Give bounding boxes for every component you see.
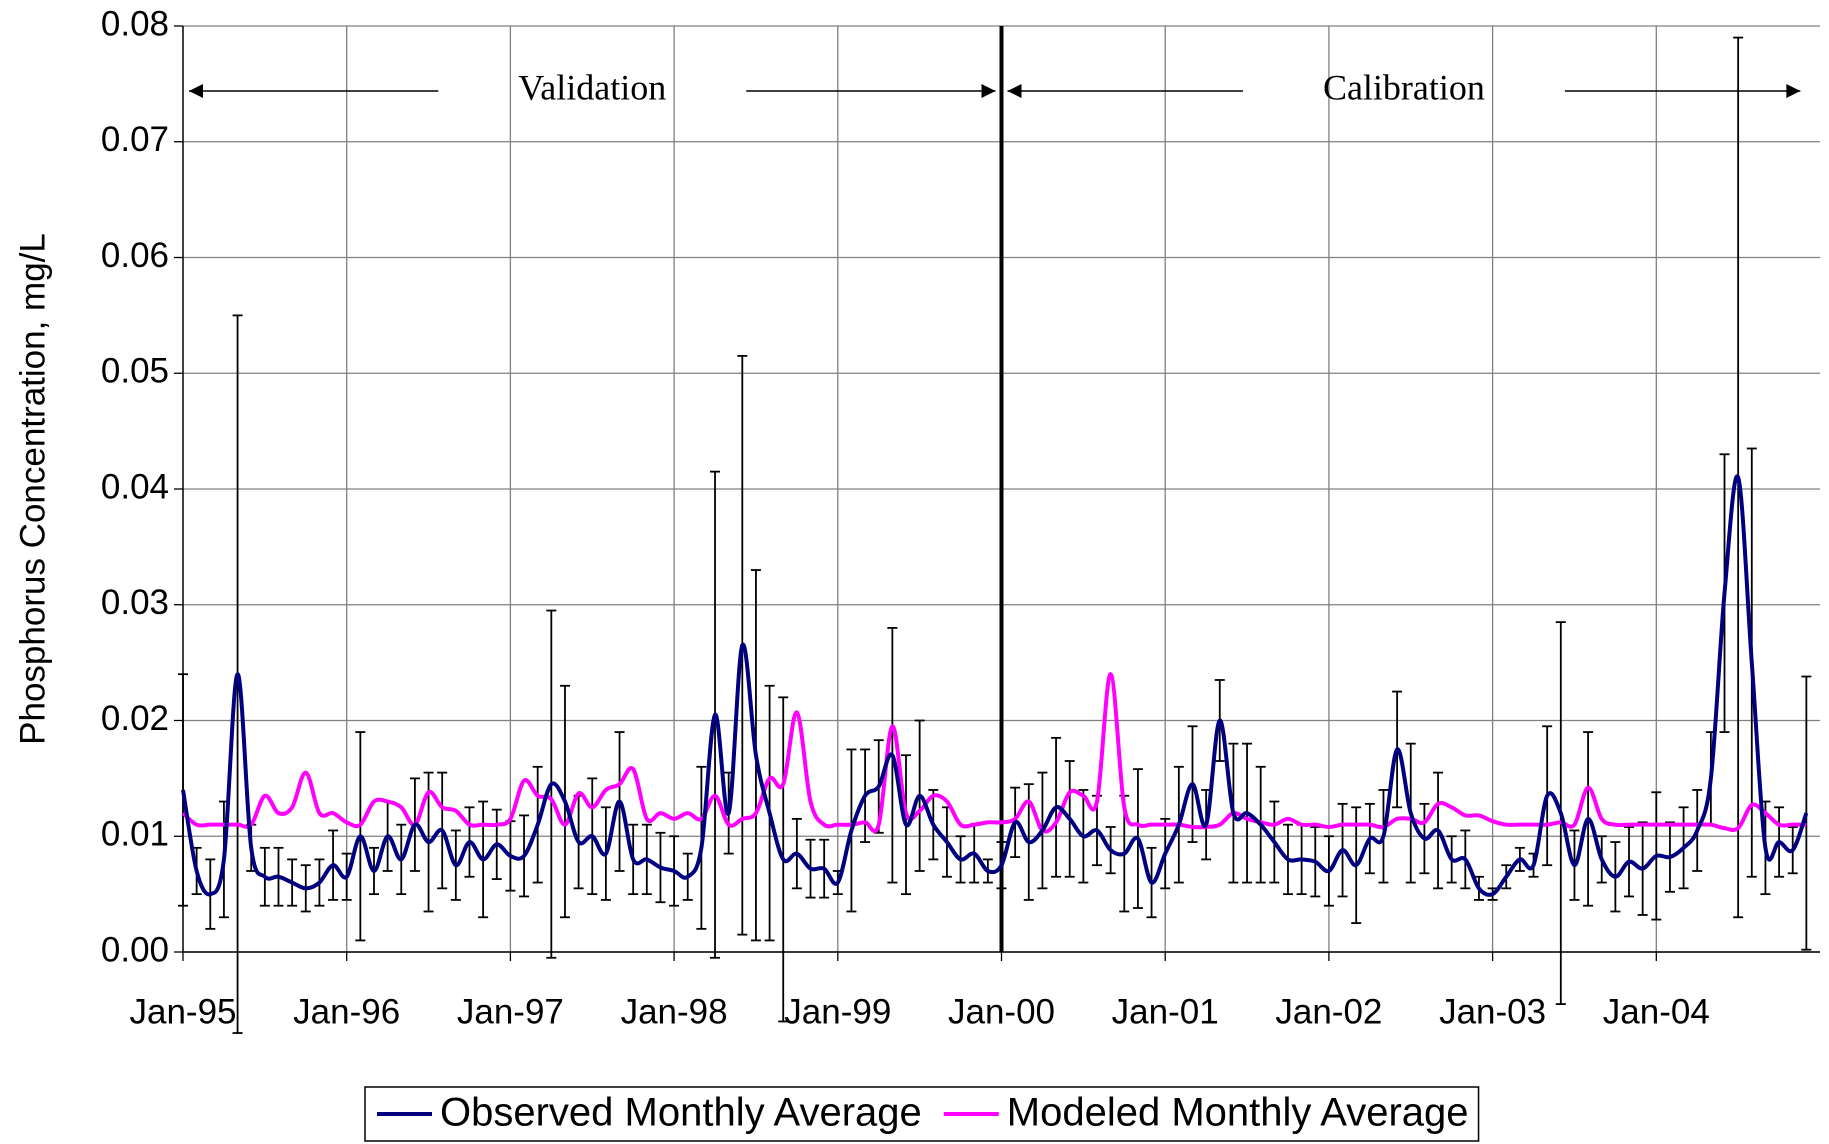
x-tick-label: Jan-01 — [1112, 992, 1219, 1031]
y-tick-label: 0.02 — [101, 699, 169, 738]
annotation-label: Calibration — [1323, 67, 1485, 107]
x-tick-label: Jan-95 — [129, 992, 236, 1031]
x-tick-label: Jan-03 — [1439, 992, 1546, 1031]
legend: Observed Monthly Average Modeled Monthly … — [364, 1086, 1480, 1142]
y-tick-label: 0.07 — [101, 120, 169, 159]
y-tick-label: 0.03 — [101, 583, 169, 622]
legend-box — [364, 1086, 1480, 1142]
series-line — [181, 474, 1809, 897]
x-tick-label: Jan-02 — [1275, 992, 1382, 1031]
y-tick-label: 0.01 — [101, 815, 169, 854]
series-line — [181, 672, 1807, 834]
y-tick-label: 0.05 — [101, 352, 169, 391]
y-tick-label: 0.04 — [101, 467, 169, 506]
legend-label: Modeled Monthly Average — [1007, 1091, 1469, 1135]
x-tick-label: Jan-99 — [784, 992, 891, 1031]
x-tick-label: Jan-96 — [293, 992, 400, 1031]
y-tick-label: 0.06 — [101, 236, 169, 275]
x-tick-label: Jan-04 — [1603, 992, 1710, 1031]
x-tick-label: Jan-00 — [948, 992, 1055, 1031]
legend-label: Observed Monthly Average — [440, 1091, 922, 1135]
x-tick-label: Jan-98 — [621, 992, 728, 1031]
y-axis-title: Phosphorus Concentration, mg/L — [13, 233, 52, 745]
x-tick-label: Jan-97 — [457, 992, 564, 1031]
y-tick-label: 0.08 — [101, 4, 169, 43]
annotation-label: Validation — [518, 67, 666, 107]
y-tick-label: 0.00 — [101, 930, 169, 969]
